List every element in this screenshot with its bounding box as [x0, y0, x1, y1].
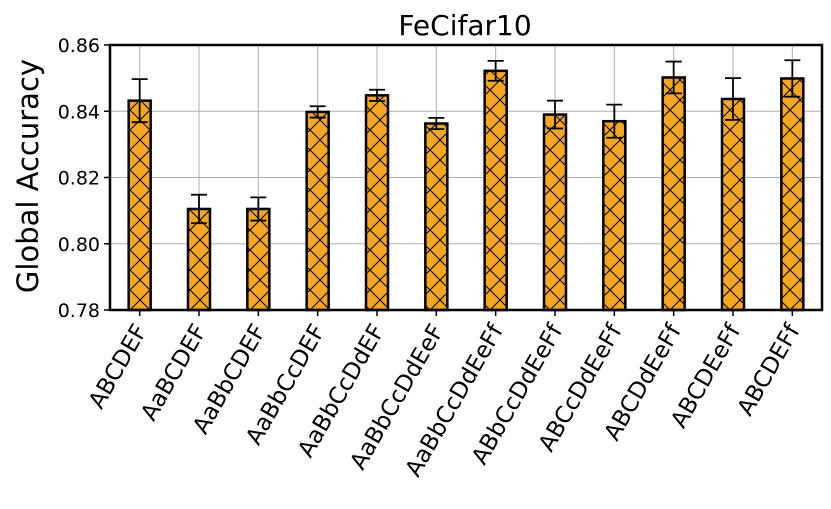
bar-hatch: [127, 99, 152, 312]
bar-hatch: [602, 119, 627, 312]
chart-title: FeCifar10: [398, 9, 531, 42]
error-bar: [131, 78, 148, 124]
y-ticks: 0.78 0.80 0.82 0.84 0.86: [58, 35, 110, 322]
bars: [127, 59, 805, 312]
error-bar: [369, 88, 385, 102]
bar-hatch: [542, 113, 568, 312]
error-bar: [487, 60, 504, 82]
error-bar: [784, 59, 801, 98]
error-bar: [547, 99, 563, 130]
y-axis-label: Global Accuracy: [11, 59, 45, 293]
error-bar: [191, 193, 207, 225]
error-bar: [250, 196, 267, 222]
bar-hatch: [246, 207, 271, 312]
y-tick-label: 0.80: [58, 234, 100, 256]
bar-hatch: [186, 207, 212, 312]
error-bar: [606, 103, 623, 139]
y-tick-label: 0.86: [58, 35, 100, 57]
bar-hatch: [483, 69, 508, 312]
grid: [110, 44, 822, 311]
y-tick-label: 0.78: [58, 300, 100, 322]
y-tick-label: 0.82: [58, 168, 100, 190]
bar-hatch: [661, 76, 686, 312]
x-tick-label: ABCDEF: [84, 320, 153, 413]
x-ticks: ABCDEFAaBCDEFAaBbCDEFAaBbCcDEFAaBbCcDdEF…: [84, 310, 806, 481]
bar-hatch: [364, 94, 390, 312]
error-bar: [309, 105, 326, 119]
bar-hatch: [720, 97, 746, 312]
error-bar: [665, 60, 682, 95]
error-bar: [725, 77, 741, 121]
bar-hatch: [305, 110, 330, 312]
y-tick-label: 0.84: [58, 101, 100, 123]
plot-frame: [108, 43, 824, 312]
bar-hatch: [424, 122, 449, 312]
error-bar: [428, 116, 445, 131]
bar-hatch: [780, 77, 805, 312]
